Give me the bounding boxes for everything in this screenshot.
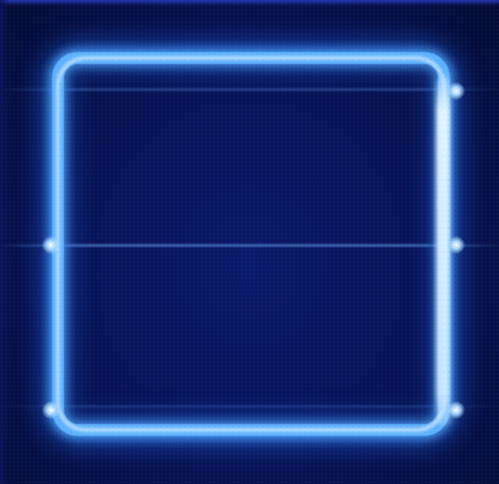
left-edge-shadow — [0, 0, 10, 484]
top-edge-glow — [0, 0, 499, 6]
right-edge-highlight — [436, 76, 450, 426]
bright-spot — [447, 236, 465, 254]
bright-spot — [42, 236, 60, 254]
bright-spot — [447, 82, 465, 100]
bright-spot — [42, 401, 60, 419]
bright-spot — [447, 401, 465, 419]
